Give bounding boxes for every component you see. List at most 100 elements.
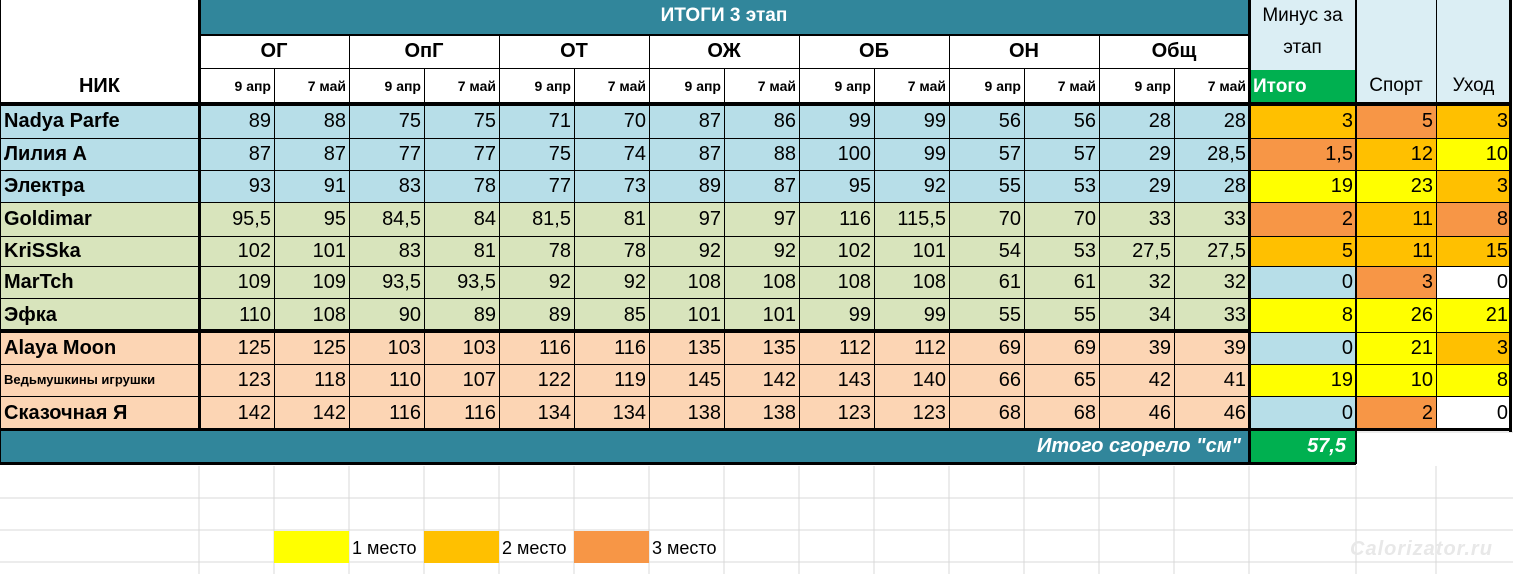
total-label: Итого сгорело "см" xyxy=(0,430,1249,464)
table-cell: 95 xyxy=(274,202,349,236)
table-cell: 123 xyxy=(874,396,949,430)
row-nick: Лилия А xyxy=(0,138,199,170)
group-header-3: ОЖ xyxy=(707,40,741,62)
table-cell: 116 xyxy=(574,332,649,364)
cell-border xyxy=(499,68,500,430)
table-cell: 97 xyxy=(724,202,799,236)
table-cell: 125 xyxy=(274,332,349,364)
table-cell: 116 xyxy=(424,396,499,430)
group-header-1: ОпГ xyxy=(404,40,444,62)
table-cell: 27,5 xyxy=(1099,236,1174,266)
table-cell: 88 xyxy=(724,138,799,170)
cell-border xyxy=(0,298,1511,299)
table-cell: 138 xyxy=(724,396,799,430)
table-cell: 28 xyxy=(1174,104,1249,138)
table-cell: 99 xyxy=(874,298,949,332)
table-cell: 55 xyxy=(1024,298,1099,332)
sport-cell: 2 xyxy=(1356,396,1436,430)
table-cell: 66 xyxy=(949,364,1024,396)
table-cell: 100 xyxy=(799,138,874,170)
uhod-cell: 8 xyxy=(1436,364,1511,396)
cell-border xyxy=(949,68,950,430)
table-cell: 99 xyxy=(874,104,949,138)
table-cell: 33 xyxy=(1099,202,1174,236)
table-cell: 108 xyxy=(799,266,874,298)
table-cell: 83 xyxy=(349,236,424,266)
cell-border xyxy=(424,68,425,430)
itogo-cell: 19 xyxy=(1249,364,1356,396)
thick-border xyxy=(1355,0,1357,432)
thick-border xyxy=(0,102,1511,105)
cell-border xyxy=(1024,68,1025,430)
row-nick: Сказочная Я xyxy=(0,396,199,430)
table-cell: 119 xyxy=(574,364,649,396)
thick-border xyxy=(0,428,1511,431)
table-cell: 110 xyxy=(199,298,274,332)
row-nick: Ведьмушкины игрушки xyxy=(0,364,199,396)
table-cell: 39 xyxy=(1099,332,1174,364)
cell-border xyxy=(499,34,500,68)
table-cell: 29 xyxy=(1099,138,1174,170)
table-cell: 122 xyxy=(499,364,574,396)
date-header: 7 май xyxy=(1207,78,1246,94)
date-header: 9 апр xyxy=(834,78,871,94)
table-cell: 86 xyxy=(724,104,799,138)
uhod-cell: 3 xyxy=(1436,332,1511,364)
table-cell: 125 xyxy=(199,332,274,364)
table-cell: 102 xyxy=(799,236,874,266)
cell-border xyxy=(574,68,575,430)
table-cell: 90 xyxy=(349,298,424,332)
table-cell: 87 xyxy=(649,138,724,170)
table-cell: 33 xyxy=(1174,298,1249,332)
table-cell: 116 xyxy=(349,396,424,430)
date-header: 7 май xyxy=(1057,78,1096,94)
table-cell: 61 xyxy=(1024,266,1099,298)
itogo-cell: 5 xyxy=(1249,236,1356,266)
row-nick: Nadya Parfe xyxy=(0,104,199,138)
uhod-cell: 0 xyxy=(1436,396,1511,430)
legend-label: 3 место xyxy=(652,538,717,558)
sport-cell: 11 xyxy=(1356,202,1436,236)
table-cell: 41 xyxy=(1174,364,1249,396)
cell-border xyxy=(1099,68,1100,430)
cell-border xyxy=(1099,34,1100,68)
table-cell: 112 xyxy=(799,332,874,364)
table-cell: 89 xyxy=(424,298,499,332)
table-cell: 99 xyxy=(799,298,874,332)
cell-border xyxy=(0,266,1511,267)
date-header: 9 апр xyxy=(1134,78,1171,94)
sport-cell: 11 xyxy=(1356,236,1436,266)
cell-border xyxy=(0,104,1511,106)
table-cell: 101 xyxy=(724,298,799,332)
table-cell: 77 xyxy=(424,138,499,170)
table-cell: 78 xyxy=(499,236,574,266)
cell-border xyxy=(349,34,350,68)
legend-swatch-third xyxy=(574,531,649,563)
table-cell: 54 xyxy=(949,236,1024,266)
table-cell: 81 xyxy=(424,236,499,266)
table-cell: 135 xyxy=(649,332,724,364)
total-value: 57,5 xyxy=(1249,430,1356,464)
table-cell: 69 xyxy=(949,332,1024,364)
table-cell: 93 xyxy=(199,170,274,202)
group-header-0: ОГ xyxy=(260,40,288,62)
sport-cell: 12 xyxy=(1356,138,1436,170)
table-cell: 39 xyxy=(1174,332,1249,364)
table-cell: 116 xyxy=(499,332,574,364)
nick-header: НИК xyxy=(78,75,121,97)
legend-label: 2 место xyxy=(502,538,567,558)
table-cell: 99 xyxy=(799,104,874,138)
legend-swatch-second xyxy=(424,531,499,563)
date-header: 9 апр xyxy=(384,78,421,94)
cell-border xyxy=(274,68,275,430)
table-cell: 28,5 xyxy=(1174,138,1249,170)
table-cell: 34 xyxy=(1099,298,1174,332)
table-cell: 70 xyxy=(949,202,1024,236)
group-header-5: ОН xyxy=(1009,40,1039,62)
table-cell: 57 xyxy=(1024,138,1099,170)
table-cell: 93,5 xyxy=(424,266,499,298)
itogo-cell: 0 xyxy=(1249,396,1356,430)
table-cell: 77 xyxy=(499,170,574,202)
table-cell: 140 xyxy=(874,364,949,396)
group-header-6: Общ xyxy=(1151,40,1197,62)
